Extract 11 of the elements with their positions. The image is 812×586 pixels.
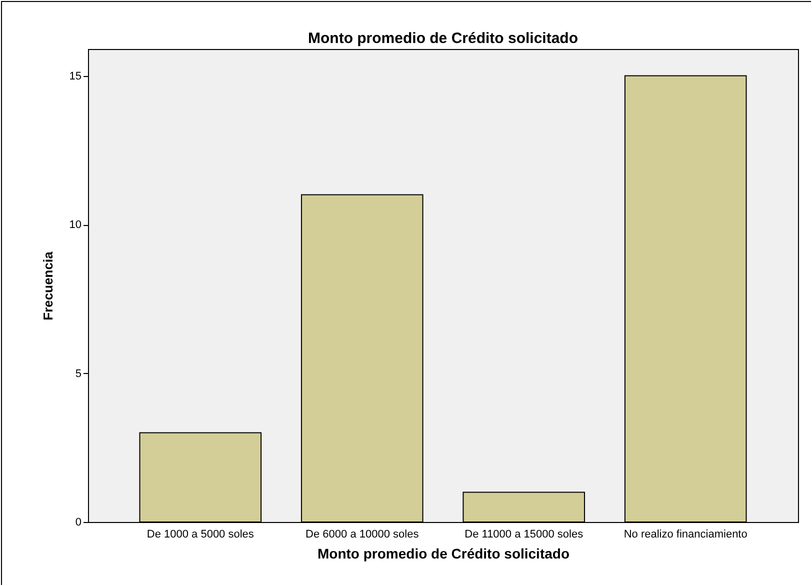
y-axis-title: Frecuencia [40, 250, 56, 320]
y-tick-label: 15 [69, 70, 82, 82]
y-tick-label: 5 [75, 368, 82, 380]
y-tick-label: 10 [69, 219, 82, 232]
x-tick-label: De 1000 a 5000 soles [146, 528, 254, 540]
y-tick-label: 0 [75, 516, 82, 528]
x-tick-label: De 6000 a 10000 soles [306, 528, 420, 540]
x-axis-title: Monto promedio de Crédito solicitado [318, 546, 570, 562]
chart-title: Monto promedio de Crédito solicitado [308, 30, 578, 47]
x-tick-label: No realizo financiamiento [624, 528, 748, 540]
x-tick-label: De 11000 a 15000 soles [464, 528, 584, 540]
